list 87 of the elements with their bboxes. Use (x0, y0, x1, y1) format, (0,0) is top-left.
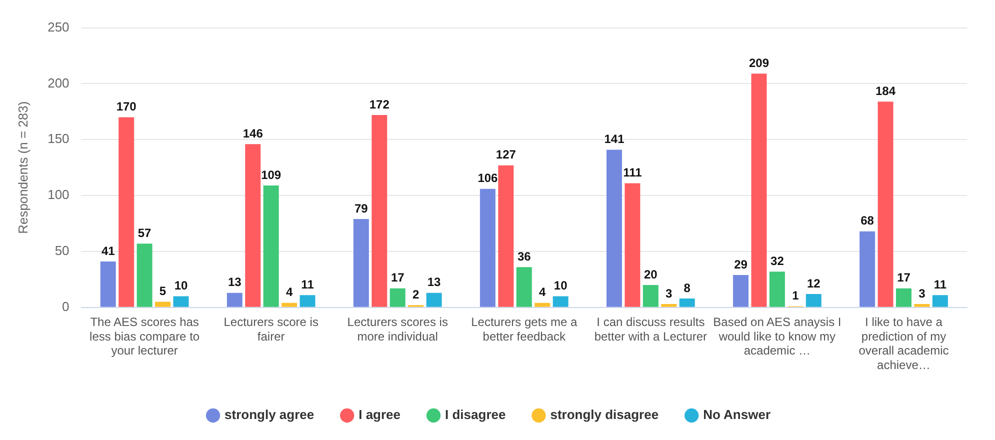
legend-label: I disagree (445, 407, 506, 422)
data-label: 4 (539, 285, 546, 300)
bar (679, 298, 695, 307)
x-tick-label: I can discuss results better with a Lecturer (594, 314, 708, 344)
data-label: 5 (159, 284, 166, 298)
legend-label: I agree (358, 407, 401, 422)
bar (263, 185, 279, 307)
bar (245, 144, 261, 307)
data-label: 13 (427, 275, 442, 290)
data-label: 3 (666, 286, 673, 300)
y-tick-label: 200 (48, 75, 70, 90)
bar (498, 165, 514, 307)
data-label: 20 (644, 267, 658, 282)
y-tick-label: 150 (48, 131, 70, 146)
legend-label: strongly disagree (550, 407, 659, 422)
data-label: 29 (734, 257, 748, 272)
bar (353, 219, 369, 307)
bar (155, 302, 171, 307)
data-label: 10 (554, 278, 568, 293)
bar (769, 272, 785, 307)
bar (516, 267, 532, 307)
bar (426, 292, 442, 307)
bar (751, 74, 767, 307)
data-label: 32 (770, 254, 784, 268)
x-tick-label: The AES scores has less bias compare to your lecturer (90, 314, 200, 358)
bar (282, 302, 298, 307)
bar (118, 117, 134, 307)
data-label: 172 (369, 97, 390, 112)
x-tick-label: Lecturers scores is more individual (347, 314, 448, 344)
data-label: 41 (101, 244, 116, 258)
bar (136, 244, 152, 307)
data-label: 12 (806, 276, 821, 290)
y-tick-label: 0 (62, 298, 70, 314)
x-tick-label: Lecturers gets me a better feedback (471, 314, 578, 344)
bar (606, 150, 622, 307)
data-label: 170 (116, 100, 137, 114)
data-label: 184 (876, 84, 896, 98)
x-tick-label: Based on AES anaysis I would like to know my academic … (713, 314, 842, 358)
data-label: 11 (301, 277, 314, 292)
bar (914, 304, 930, 307)
data-label: 68 (860, 214, 874, 228)
data-label: 57 (138, 226, 152, 240)
bar (896, 288, 912, 307)
bar (300, 295, 316, 307)
bar (173, 296, 189, 307)
y-tick-label: 250 (48, 19, 70, 34)
bar (552, 296, 568, 307)
data-label: 4 (286, 285, 293, 300)
data-label: 109 (261, 168, 282, 182)
data-label: 141 (604, 132, 625, 146)
data-label: 209 (748, 56, 770, 70)
x-tick-label: Lecturers score is fairer (224, 314, 318, 344)
data-label: 17 (390, 270, 405, 285)
bar (806, 294, 822, 307)
bar (860, 231, 876, 307)
legend-label: strongly agree (224, 407, 314, 422)
bar (624, 183, 640, 307)
bar (100, 262, 116, 307)
data-label: 146 (242, 126, 264, 140)
bar (480, 188, 496, 307)
bar (226, 292, 242, 307)
x-tick-label: I like to have a prediction of my overall academic achieve… (858, 314, 949, 372)
y-tick-label: 100 (48, 187, 70, 202)
legend-label: No Answer (703, 407, 770, 422)
data-label: 13 (228, 275, 242, 290)
data-label: 36 (517, 249, 532, 264)
bar (878, 102, 894, 307)
bar (661, 304, 677, 307)
data-label: 1 (792, 288, 800, 303)
bar (372, 115, 388, 307)
data-label: 11 (934, 277, 947, 292)
data-label: 10 (174, 278, 188, 293)
bar (534, 302, 550, 307)
bar (932, 295, 948, 307)
data-label: 2 (412, 287, 420, 302)
data-label: 17 (897, 270, 911, 285)
y-tick-label: 50 (54, 243, 70, 258)
bar (642, 285, 658, 307)
data-label: 111 (623, 166, 642, 180)
y-axis-title: Respondents (n = 283) (15, 101, 30, 234)
data-label: 127 (496, 148, 516, 162)
data-label: 8 (684, 280, 691, 295)
data-label: 3 (918, 286, 926, 300)
bar (733, 274, 749, 307)
bar (390, 288, 406, 307)
data-label: 79 (354, 201, 368, 216)
data-label: 106 (478, 171, 498, 186)
